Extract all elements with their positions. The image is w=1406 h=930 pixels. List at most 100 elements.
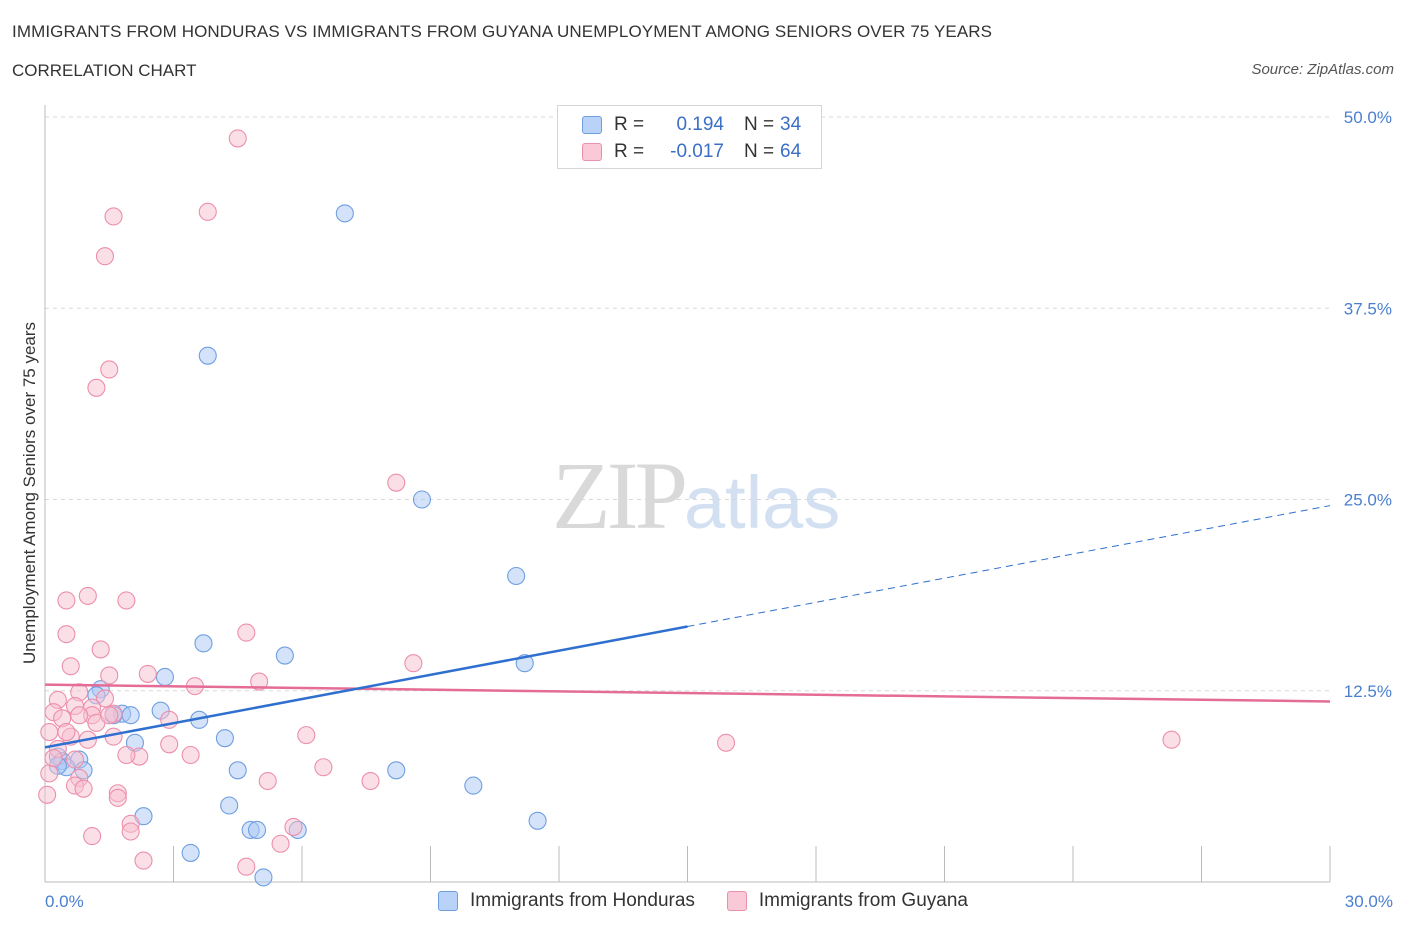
honduras-point [181, 843, 200, 862]
guyana-point [228, 129, 247, 148]
honduras-point [387, 761, 406, 780]
n-label: N = [744, 114, 775, 135]
y-axis-label: Unemployment Among Seniors over 75 years [20, 322, 39, 664]
guyana-point [160, 735, 179, 754]
guyana-point [134, 851, 153, 870]
guyana-point [40, 723, 59, 742]
honduras-point [412, 490, 431, 509]
tick-labels: 12.5% 25.0% 37.5% 50.0% 0.0% 30.0% [45, 108, 1393, 911]
legend-row-honduras: R = 0.194 N = 34 [582, 114, 801, 136]
y-tick-label: 25.0% [1344, 491, 1392, 510]
guyana-trend-line [44, 683, 1331, 703]
watermark-atlas: atlas [684, 461, 841, 544]
honduras-trend-line [44, 625, 688, 749]
honduras-point [254, 868, 273, 887]
guyana-point [100, 706, 119, 725]
data-points [38, 129, 1181, 887]
guyana-point [65, 750, 85, 769]
guyana-point [297, 726, 316, 745]
guyana-point [138, 664, 157, 683]
legend-label-honduras: Immigrants from Honduras [470, 890, 695, 911]
r-label: R = [614, 114, 645, 135]
honduras-point [275, 646, 294, 665]
chart-title: IMMIGRANTS FROM HONDURAS VS IMMIGRANTS F… [12, 22, 993, 41]
guyana-point [100, 360, 119, 379]
guyana-point [314, 758, 333, 777]
honduras-swatch [582, 116, 602, 134]
guyana-point [57, 625, 76, 644]
r-value: 0.194 [676, 114, 724, 135]
honduras-point [220, 796, 239, 815]
guyana-point [78, 586, 97, 605]
guyana-point [404, 654, 423, 673]
honduras-point [155, 667, 174, 687]
y-tick-label: 50.0% [1344, 108, 1392, 127]
y-tick-label: 37.5% [1344, 299, 1392, 318]
legend-item-honduras[interactable]: Immigrants from Honduras [438, 890, 695, 912]
guyana-swatch [582, 143, 602, 161]
chart-subtitle: CORRELATION CHART [12, 61, 197, 80]
honduras-point [507, 566, 526, 586]
correlation-legend: R = 0.194 N = 34 R = -0.017 N = 64 [557, 105, 822, 169]
n-label: N = [744, 141, 775, 162]
guyana-point [181, 745, 200, 765]
trend-lines [44, 505, 1331, 749]
guyana-legend-swatch [726, 891, 747, 911]
guyana-point [716, 733, 736, 752]
guyana-point [387, 473, 406, 492]
guyana-point [1162, 730, 1181, 749]
guyana-point [38, 785, 57, 804]
guyana-point [117, 745, 136, 765]
guyana-point [237, 623, 256, 642]
n-value: 64 [780, 141, 802, 162]
honduras-point [198, 346, 217, 365]
guyana-point [284, 817, 303, 836]
legend-label-guyana: Immigrants from Guyana [758, 890, 968, 911]
guyana-point [258, 771, 277, 791]
honduras-point [215, 729, 234, 748]
guyana-point [57, 591, 76, 610]
grid-lines [45, 116, 1330, 692]
guyana-point [198, 202, 217, 221]
guyana-point [40, 764, 59, 783]
guyana-point [117, 591, 136, 610]
honduras-trend-projection [687, 505, 1331, 627]
guyana-point [83, 827, 102, 846]
series-legend: Immigrants from Honduras Immigrants from… [0, 890, 1406, 912]
r-value: -0.017 [670, 141, 724, 162]
honduras-point [247, 820, 267, 840]
honduras-point [194, 634, 213, 653]
guyana-point [121, 822, 140, 841]
guyana-point [250, 672, 269, 691]
r-label: R = [614, 141, 645, 162]
guyana-point [95, 247, 115, 266]
guyana-point [100, 666, 119, 685]
guyana-point [57, 723, 76, 742]
guyana-point [87, 378, 106, 397]
honduras-legend-swatch [438, 891, 458, 911]
guyana-point [91, 640, 110, 659]
honduras-point [228, 761, 247, 780]
legend-item-guyana[interactable]: Immigrants from Guyana [726, 890, 968, 912]
n-value: 34 [780, 114, 802, 135]
guyana-point [237, 857, 256, 876]
legend-row-guyana: R = -0.017 N = 64 [582, 141, 801, 163]
guyana-point [74, 779, 93, 798]
watermark-zip: ZIP [552, 442, 688, 549]
guyana-point [70, 706, 89, 725]
guyana-point [271, 834, 290, 853]
guyana-point [104, 207, 123, 226]
guyana-point [44, 749, 63, 768]
x-tick-label: 0.0% [45, 892, 84, 911]
guyana-point [108, 788, 127, 807]
watermark: ZIPatlas [552, 440, 840, 551]
honduras-point [528, 811, 547, 830]
honduras-point [121, 706, 140, 725]
source-credit: Source: ZipAtlas.com [1251, 61, 1394, 78]
guyana-point [61, 657, 80, 676]
honduras-point [335, 204, 354, 223]
y-tick-label: 12.5% [1344, 682, 1392, 701]
honduras-point [464, 776, 483, 795]
x-tick-label: 30.0% [1345, 892, 1393, 911]
guyana-point [95, 689, 115, 708]
